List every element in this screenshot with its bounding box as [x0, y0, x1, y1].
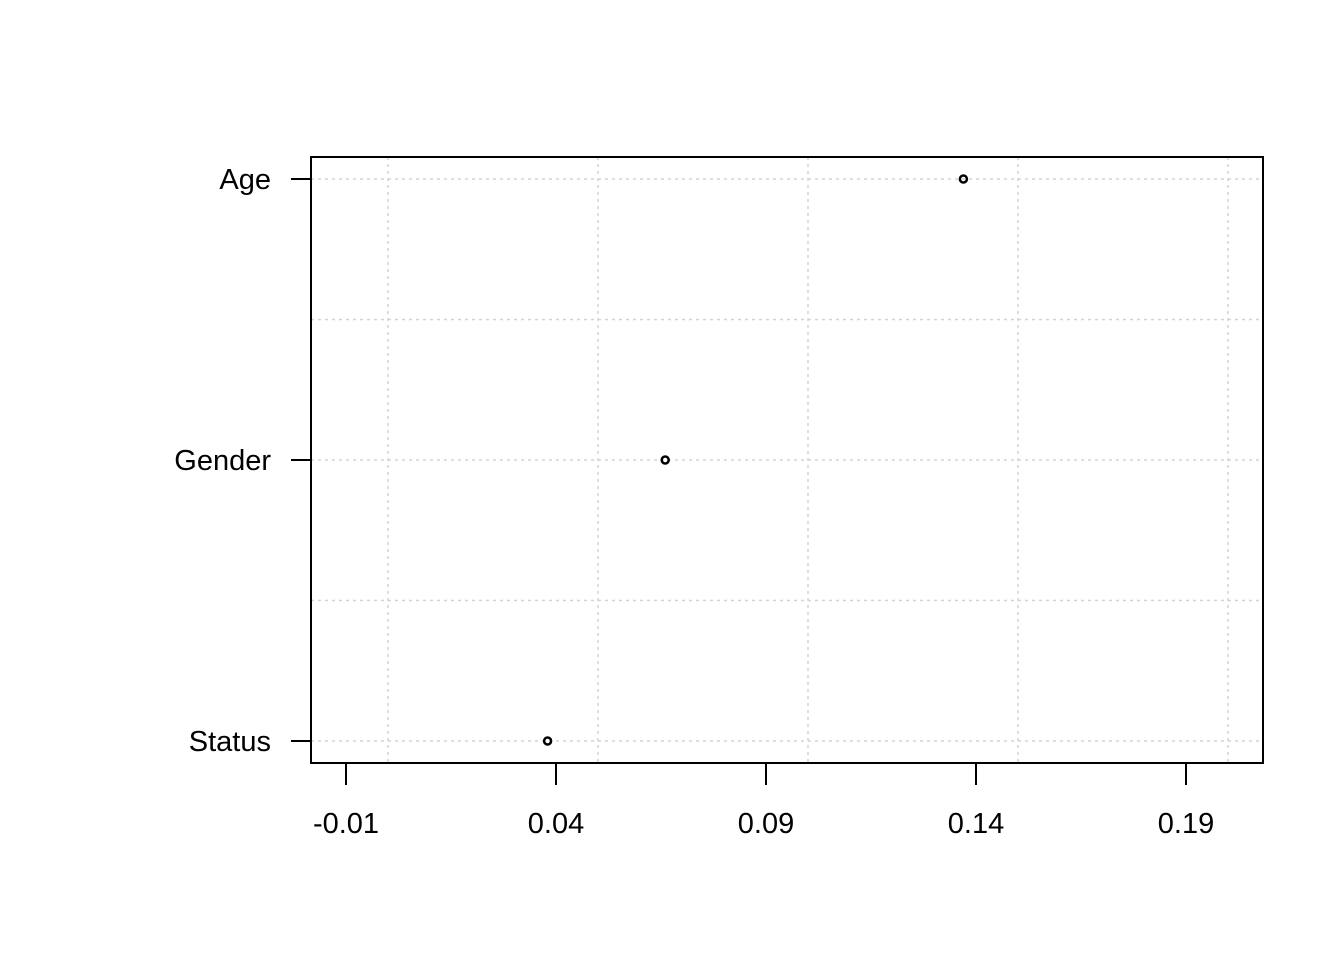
- grid-lines: [311, 157, 1263, 763]
- x-axis: -0.01 0.04 0.09 0.14 0.19: [313, 762, 1214, 840]
- x-tick-label: 0.19: [1158, 808, 1214, 840]
- data-point-age: [958, 174, 969, 184]
- y-category-label-status: Status: [189, 726, 271, 758]
- data-points: [542, 174, 969, 746]
- y-axis: Age Gender Status: [174, 164, 311, 758]
- y-category-label-age: Age: [219, 164, 271, 196]
- y-category-label-gender: Gender: [174, 445, 271, 477]
- data-point-gender: [660, 455, 670, 465]
- x-tick-label: 0.09: [738, 808, 794, 840]
- data-point-status: [542, 736, 553, 746]
- x-tick-label: 0.14: [948, 808, 1004, 840]
- x-tick-label: -0.01: [313, 808, 379, 840]
- x-tick-label: 0.04: [528, 808, 584, 840]
